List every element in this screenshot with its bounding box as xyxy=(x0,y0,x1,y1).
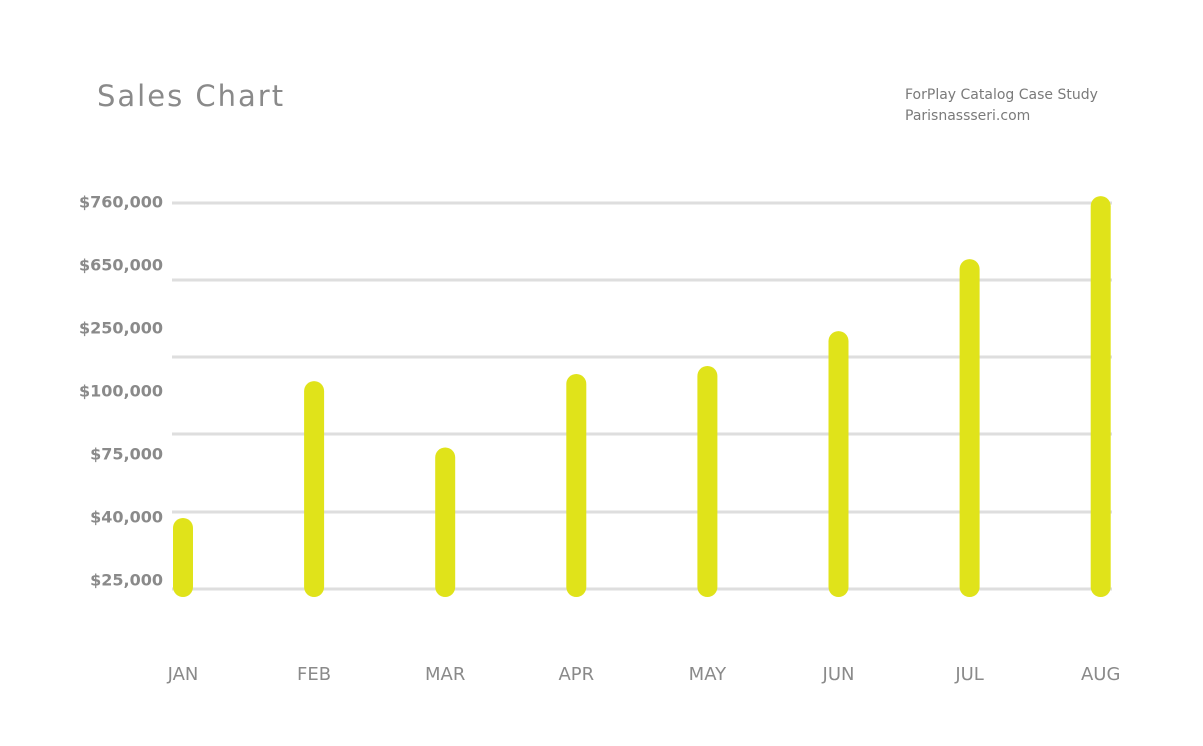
x-tick-label: AUG xyxy=(1081,664,1120,685)
bar xyxy=(435,447,456,597)
x-tick-label: APR xyxy=(558,664,594,685)
y-tick-label: $650,000 xyxy=(79,256,163,275)
bar xyxy=(959,259,980,597)
bar xyxy=(828,331,849,597)
bar xyxy=(697,365,718,597)
y-tick-label: $25,000 xyxy=(90,571,163,590)
bar xyxy=(566,373,587,597)
x-tick-label: MAR xyxy=(425,664,465,685)
x-tick-label: JUN xyxy=(822,664,855,685)
y-tick-label: $40,000 xyxy=(90,508,163,527)
x-tick-label: JUL xyxy=(954,664,984,685)
bar xyxy=(173,518,193,597)
bar xyxy=(1090,196,1111,598)
subtitle: ForPlay Catalog Case Study xyxy=(905,87,1098,103)
y-tick-label: $760,000 xyxy=(79,193,163,212)
bar xyxy=(304,381,325,597)
y-tick-label: $250,000 xyxy=(79,319,163,338)
x-tick-label: MAY xyxy=(689,664,727,685)
x-tick-label: JAN xyxy=(167,664,199,685)
chart-title: Sales Chart xyxy=(97,79,285,113)
subtitle: Parisnassseri.com xyxy=(905,108,1030,124)
y-tick-label: $100,000 xyxy=(79,382,163,401)
y-tick-label: $75,000 xyxy=(90,445,163,464)
x-tick-label: FEB xyxy=(297,664,331,685)
